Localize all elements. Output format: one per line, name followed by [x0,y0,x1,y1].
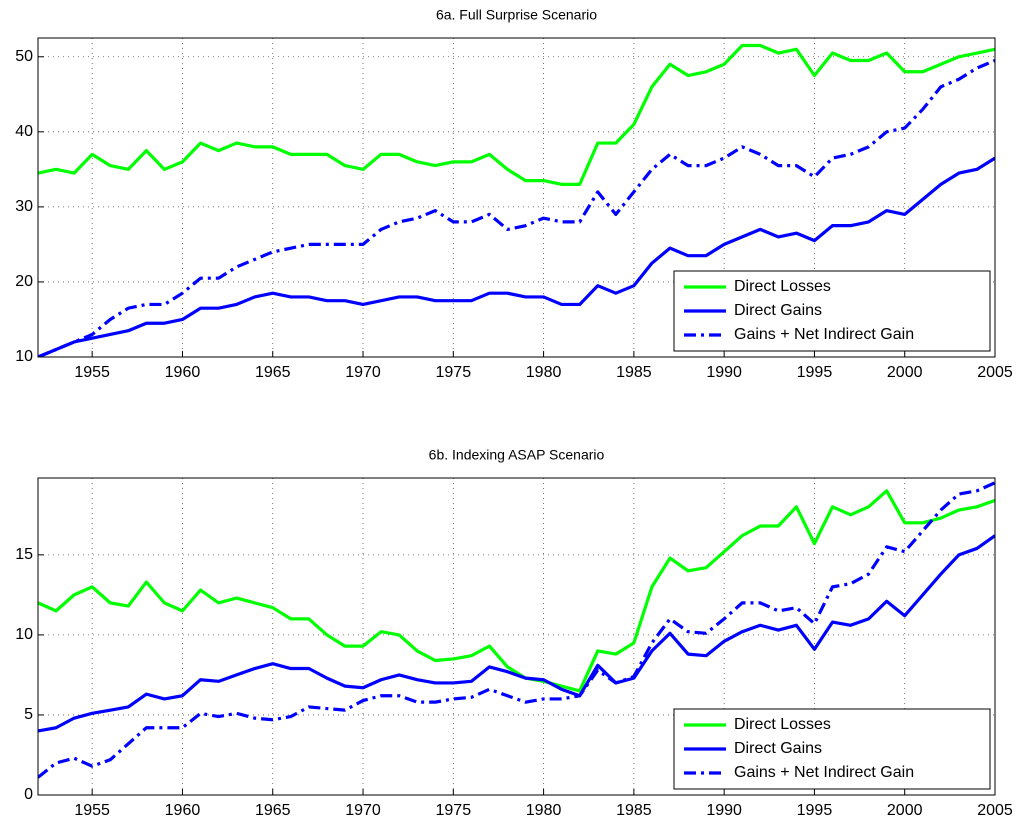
y-tick-label: 20 [15,273,33,290]
legend-label: Direct Losses [734,716,831,733]
plot-frame [37,37,996,358]
x-tick-label: 2000 [887,802,923,819]
series-line [38,43,995,186]
x-tick-label: 1975 [436,802,472,819]
x-tick-label: 1960 [165,364,201,381]
legend-label: Direct Gains [734,740,822,757]
x-tick-label: 1985 [616,802,652,819]
x-tick-label: 2005 [977,802,1013,819]
series-line [38,156,995,357]
x-tick-label: 1965 [255,364,291,381]
x-tick-label: 1955 [74,802,110,819]
x-tick-label: 1965 [255,802,291,819]
x-tick-label: 1980 [526,802,562,819]
x-tick-label: 1975 [436,364,472,381]
series-line [38,59,995,357]
legend-box [673,270,991,352]
chart-title: 6a. Full Surprise Scenario [436,7,597,23]
legend-label: Gains + Net Indirect Gain [734,326,914,343]
legend-label: Direct Gains [734,302,822,319]
x-tick-label: 2005 [977,364,1013,381]
legend-box [673,708,991,790]
y-tick-label: 0 [24,786,33,803]
series-line [38,534,995,733]
x-tick-label: 1970 [345,364,381,381]
series-line [38,481,995,779]
x-tick-label: 1990 [706,802,742,819]
y-tick-label: 10 [15,348,33,365]
x-tick-label: 1995 [797,364,833,381]
y-tick-label: 15 [15,546,33,563]
x-tick-label: 1960 [165,802,201,819]
y-tick-label: 5 [24,706,33,723]
y-tick-label: 10 [15,626,33,643]
y-tick-label: 40 [15,123,33,140]
x-tick-label: 1990 [706,364,742,381]
y-tick-label: 30 [15,198,33,215]
plot-frame [37,477,996,796]
series-line [38,489,995,693]
legend-label: Direct Losses [734,278,831,295]
x-tick-label: 1970 [345,802,381,819]
legend-label: Gains + Net Indirect Gain [734,764,914,781]
chart-title: 6b. Indexing ASAP Scenario [429,447,605,463]
x-tick-label: 1995 [797,802,833,819]
x-tick-label: 1955 [74,364,110,381]
y-tick-label: 50 [15,48,33,65]
x-tick-label: 2000 [887,364,923,381]
x-tick-label: 1980 [526,364,562,381]
x-tick-label: 1985 [616,364,652,381]
